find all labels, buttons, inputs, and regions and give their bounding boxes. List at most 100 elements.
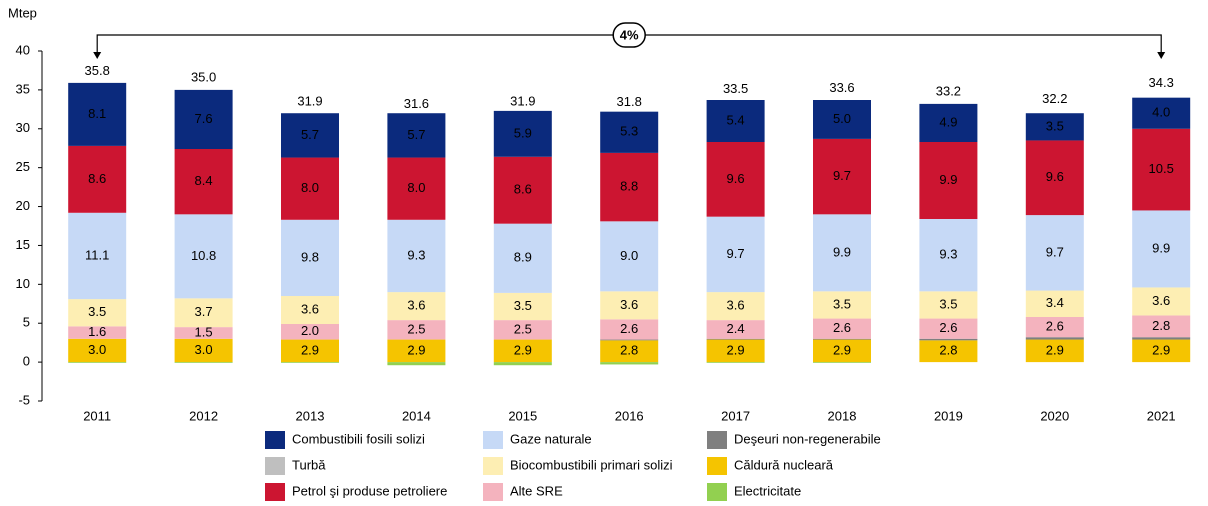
data-label: 3.6 — [1152, 293, 1170, 308]
legend-swatch — [483, 457, 503, 475]
data-label: 8.6 — [88, 171, 106, 186]
y-tick-label: 15 — [16, 237, 30, 252]
bar-segment — [706, 320, 765, 339]
bar-segment — [281, 324, 339, 340]
legend-swatch — [265, 483, 285, 501]
legend-label: Deşeuri non-regenerabile — [734, 431, 881, 446]
data-label: 3.5 — [939, 296, 957, 311]
bar-segment — [813, 138, 871, 215]
total-label: 31.9 — [510, 93, 535, 108]
legend-label: Alte SRE — [510, 483, 563, 498]
y-tick-label: 40 — [16, 42, 30, 57]
bar-segment — [68, 362, 127, 363]
data-label: 8.1 — [88, 106, 106, 121]
bar-segment — [1132, 315, 1191, 338]
legend-swatch — [707, 431, 727, 449]
legend-label: Turbă — [292, 457, 326, 472]
bar-segment — [281, 362, 339, 363]
data-label: 2.8 — [939, 343, 957, 358]
bar-segment — [174, 89, 233, 149]
bar-segment — [919, 340, 978, 363]
data-label: 9.6 — [727, 171, 745, 186]
bar-segment — [68, 82, 127, 146]
x-tick-label: 2011 — [83, 408, 111, 423]
bar-segment — [387, 113, 446, 158]
bar-segment — [1132, 97, 1191, 129]
y-tick-label: 35 — [16, 81, 30, 96]
data-label: 2.9 — [727, 342, 745, 357]
total-label: 31.6 — [404, 96, 429, 111]
data-label: 9.3 — [939, 247, 957, 262]
data-label: 8.6 — [514, 182, 532, 197]
data-label: 2.5 — [514, 321, 532, 336]
arrow-head — [1157, 52, 1166, 59]
data-label: 3.0 — [88, 342, 106, 357]
bar-segment — [68, 212, 127, 300]
data-label: 2.8 — [1152, 318, 1170, 333]
data-label: 2.0 — [301, 323, 319, 338]
data-label: 2.6 — [620, 321, 638, 336]
legend-label: Gaze naturale — [510, 431, 592, 446]
bar-segment — [1025, 339, 1084, 363]
total-label: 35.8 — [85, 63, 110, 78]
total-label: 35.0 — [191, 69, 216, 84]
x-tick-label: 2013 — [296, 408, 325, 423]
legend-label: Căldură nucleară — [734, 457, 834, 472]
data-label: 3.5 — [514, 298, 532, 313]
data-label: 2.6 — [1046, 319, 1064, 334]
bar-segment — [174, 362, 233, 363]
legend-label: Electricitate — [734, 483, 801, 498]
data-label: 9.7 — [833, 168, 851, 183]
total-label: 33.6 — [829, 80, 854, 95]
bar-segment — [281, 296, 339, 324]
arrow-head — [93, 52, 102, 59]
data-label: 8.0 — [301, 180, 319, 195]
legend-label: Combustibili fosili solizi — [292, 431, 425, 446]
data-label: 3.6 — [620, 297, 638, 312]
x-tick-label: 2021 — [1147, 408, 1176, 423]
data-label: 2.5 — [407, 321, 425, 336]
bar-segment — [919, 338, 978, 341]
total-label: 31.9 — [297, 93, 322, 108]
bar-segment — [1025, 337, 1084, 340]
data-label: 3.5 — [88, 304, 106, 319]
bar-segment — [1132, 337, 1191, 340]
bar-segment — [1025, 215, 1084, 291]
y-tick-label: -5 — [18, 392, 30, 407]
bar-segment — [1025, 317, 1084, 338]
bar-segment — [281, 339, 339, 363]
bar-segment — [813, 338, 871, 340]
total-label: 33.2 — [936, 83, 961, 98]
x-tick-label: 2017 — [721, 408, 750, 423]
bar-segment — [600, 319, 659, 340]
bar-segment — [68, 326, 127, 339]
bar-segment — [387, 320, 446, 340]
y-tick-label: 0 — [23, 354, 30, 369]
bar-segment — [1132, 287, 1191, 316]
bar-segment — [706, 142, 765, 217]
bar-segment — [706, 292, 765, 321]
data-label: 5.4 — [727, 112, 745, 127]
annotation-box — [612, 22, 646, 48]
data-label: 3.7 — [195, 304, 213, 319]
data-label: 10.5 — [1149, 161, 1174, 176]
legend-swatch — [707, 483, 727, 501]
data-label: 3.4 — [1046, 295, 1064, 310]
data-label: 1.5 — [195, 324, 213, 339]
bar-segment — [600, 362, 659, 365]
bar-segment — [387, 292, 446, 321]
bar-segment — [68, 145, 127, 213]
data-label: 9.6 — [1046, 169, 1064, 184]
bar-segment — [387, 219, 446, 293]
bar-segment — [706, 339, 765, 363]
bar-segment — [493, 223, 552, 293]
total-label: 33.5 — [723, 81, 748, 96]
data-label: 8.9 — [514, 250, 532, 265]
bar-segment — [68, 299, 127, 327]
bar-segment — [174, 298, 233, 328]
data-label: 7.6 — [195, 111, 213, 126]
bar-segment — [600, 111, 659, 153]
bar-segment — [174, 214, 233, 299]
y-tick-label: 30 — [16, 120, 30, 135]
